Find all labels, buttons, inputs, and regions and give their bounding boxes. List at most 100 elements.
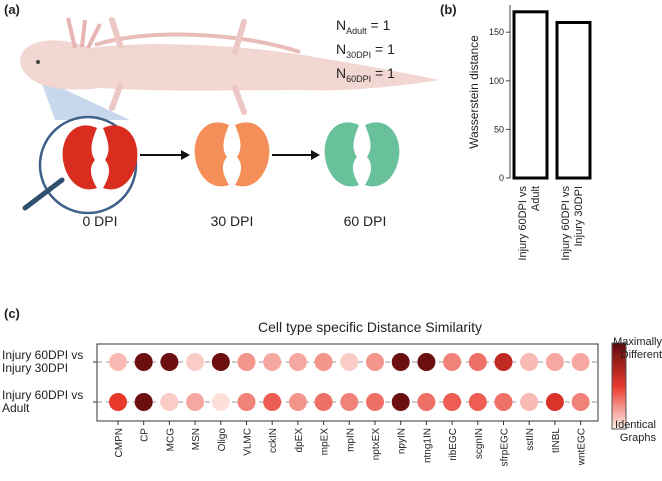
count: = 1 (371, 65, 395, 81)
row-label: Injury 60DPI vs (2, 348, 83, 362)
dot (494, 393, 513, 411)
x-tick-label: CP (140, 428, 151, 442)
dot (520, 393, 539, 411)
dot (340, 353, 359, 371)
panel-label: (c) (4, 306, 20, 321)
bar (555, 20, 592, 180)
dot (186, 353, 205, 371)
sample-count: N60DPI = 1 (336, 65, 395, 84)
y-tick-label: 150 (489, 27, 504, 37)
sample-count: N30DPI = 1 (336, 41, 395, 60)
x-tick-label: CMPN (114, 428, 125, 457)
x-tick-label: scgnIN (474, 428, 485, 459)
x-tick-label: Oligo (217, 428, 228, 452)
dot (366, 353, 384, 371)
dot (237, 393, 256, 411)
y-tick-label: 0 (499, 173, 504, 183)
plot-frame (96, 343, 599, 422)
symbol: N (336, 65, 346, 81)
row-label: Adult (2, 401, 30, 415)
dot (571, 393, 590, 411)
colorbar-label: Identical (615, 419, 656, 431)
panel-label: (a) (4, 2, 20, 17)
x-tick-label: cckIN (268, 428, 279, 453)
dot (545, 353, 564, 371)
dot (186, 393, 205, 411)
dot (391, 393, 410, 411)
dot (468, 353, 487, 371)
stage-label: 30 DPI (211, 213, 254, 229)
axolotl-illustration (20, 17, 440, 215)
panel-label: (b) (440, 2, 457, 17)
x-tick-label: ntng1IN (422, 428, 433, 463)
dot (417, 393, 436, 411)
dot (134, 353, 153, 371)
subscript: Adult (346, 26, 367, 36)
dot (263, 393, 282, 411)
colorbar-label: Different (621, 349, 662, 361)
symbol: N (336, 41, 346, 57)
dot (417, 353, 436, 371)
dot (366, 393, 384, 411)
dot (314, 353, 333, 371)
dot (109, 353, 127, 371)
stage-label: 0 DPI (82, 213, 117, 229)
x-tick-label: sstIN (525, 428, 536, 451)
row-label: Injury 30DPI (2, 361, 68, 375)
bar (512, 10, 549, 180)
dot (340, 393, 359, 411)
dot (237, 353, 256, 371)
x-tick-label: Injury 60DPI vs (560, 186, 572, 261)
x-tick-label: mpIN (345, 428, 356, 452)
dot (211, 353, 230, 371)
stage-label: 60 DPI (344, 213, 387, 229)
x-tick-label: sfrpEGC (500, 428, 511, 466)
subscript: 30DPI (346, 50, 371, 60)
x-tick-label: wntEGC (577, 428, 588, 466)
dot (468, 393, 487, 411)
x-tick-label: Adult (530, 186, 542, 211)
dot (571, 353, 590, 371)
chart-title: Cell type specific Distance Similarity (258, 319, 482, 335)
y-axis-label: Wasserstein distance (467, 35, 481, 149)
row-label: Injury 60DPI vs (2, 388, 83, 402)
x-tick-label: ribEGC (448, 428, 459, 461)
y-tick-label: 100 (489, 76, 504, 86)
y-tick-label: 50 (494, 124, 504, 134)
dot (443, 393, 462, 411)
sample-count: NAdult = 1 (336, 17, 391, 36)
dot (109, 393, 127, 411)
subscript: 60DPI (346, 74, 371, 84)
x-tick-label: Injury 60DPI vs (517, 186, 529, 261)
dot (160, 353, 179, 371)
dot (443, 353, 462, 371)
dot (494, 353, 513, 371)
x-tick-label: tINBL (551, 428, 562, 453)
dot (545, 393, 564, 411)
x-tick-label: MSN (191, 428, 202, 450)
dot (391, 353, 410, 371)
symbol: N (336, 17, 346, 33)
dot (314, 393, 333, 411)
dot (160, 393, 179, 411)
x-tick-label: npyIN (397, 428, 408, 454)
x-tick-label: mpEX (320, 428, 331, 456)
x-tick-label: dpEX (294, 428, 305, 453)
x-tick-label: Injury 30DPI (573, 186, 585, 247)
colorbar-label: Maximally (613, 336, 662, 348)
colorbar-label: Graphs (620, 432, 657, 444)
x-tick-label: nptxEX (371, 428, 382, 461)
dot (134, 393, 153, 411)
count: = 1 (371, 41, 395, 57)
dot (263, 353, 282, 371)
dot (520, 353, 539, 371)
dot (288, 353, 307, 371)
x-tick-label: MCG (165, 428, 176, 452)
colorbar (611, 342, 627, 430)
x-tick-label: VLMC (243, 428, 254, 456)
dot (288, 393, 307, 411)
count: = 1 (367, 17, 391, 33)
dot (211, 393, 230, 411)
